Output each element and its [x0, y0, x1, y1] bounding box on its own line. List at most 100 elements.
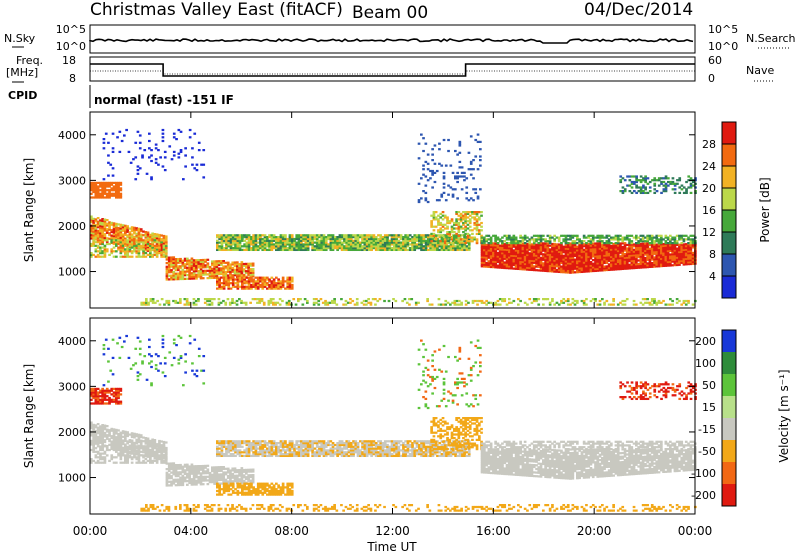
power-cell: [211, 260, 214, 263]
power-cell: [108, 237, 111, 240]
power-cell: [397, 234, 401, 237]
power-cell: [537, 265, 541, 268]
power-cell: [417, 182, 421, 185]
power-cell: [446, 218, 449, 221]
power-cell: [160, 250, 163, 254]
power-cell: [443, 242, 447, 245]
power-cell: [284, 241, 287, 244]
power-cell: [662, 188, 666, 191]
power-cell: [288, 237, 292, 241]
power-cell: [678, 238, 681, 241]
power-cell: [562, 269, 566, 272]
power-cell: [112, 181, 116, 185]
power-cell: [203, 298, 207, 301]
power-cell: [288, 276, 292, 279]
power-cell: [110, 250, 114, 253]
power-cell: [135, 244, 139, 247]
power-cell: [553, 252, 556, 255]
power-cell: [475, 227, 479, 230]
power-cell: [632, 243, 636, 246]
power-cell: [340, 245, 344, 248]
power-cell: [90, 231, 93, 235]
power-cell: [213, 267, 216, 270]
power-cell: [619, 257, 622, 260]
power-heatmap-cells: [90, 128, 697, 306]
power-cell: [260, 298, 264, 301]
power-cell: [413, 247, 417, 250]
velocity-cell: [117, 395, 120, 398]
power-cell: [551, 266, 554, 269]
power-cell: [397, 241, 401, 244]
power-cell: [483, 243, 486, 246]
power-cell: [242, 270, 246, 273]
velocity-cell: [90, 439, 93, 443]
power-cell: [596, 251, 600, 254]
power-cell: [222, 274, 225, 277]
power-cell: [90, 221, 93, 224]
power-cell: [96, 196, 100, 199]
power-cell: [462, 238, 465, 241]
power-cell: [682, 259, 686, 262]
power-cell: [356, 236, 360, 239]
power-cell: [218, 285, 221, 288]
power-cell: [117, 183, 120, 186]
power-cell: [678, 258, 681, 261]
velocity-cell: [94, 429, 98, 433]
velocity-cell: [110, 435, 114, 438]
power-cell: [402, 245, 405, 248]
power-cell: [485, 252, 488, 256]
power-cell: [252, 237, 255, 241]
power-cell: [285, 301, 289, 304]
power-cell: [691, 246, 695, 249]
velocity-cell: [126, 445, 129, 449]
velocity-cell: [121, 435, 125, 438]
power-cell: [263, 248, 267, 252]
power-cell: [331, 234, 335, 237]
velocity-cell: [115, 430, 118, 433]
power-cell: [678, 263, 681, 266]
power-cell: [485, 251, 488, 254]
power-cell: [272, 280, 276, 283]
power-cell: [485, 247, 488, 250]
power-cell: [437, 223, 440, 226]
power-cell: [492, 246, 495, 249]
power-cell: [557, 252, 561, 255]
power-cell: [112, 246, 116, 249]
power-cell: [684, 299, 688, 303]
power-cell: [406, 234, 410, 237]
power-cell: [110, 241, 114, 244]
power-cell: [278, 303, 282, 306]
power-cell: [462, 214, 465, 217]
power-cell: [336, 236, 339, 239]
power-cell: [164, 235, 168, 238]
power-cell: [623, 256, 627, 259]
power-cell: [512, 252, 516, 256]
power-cell: [220, 243, 224, 246]
power-cell: [181, 272, 185, 275]
power-cell: [103, 236, 107, 239]
power-cell: [442, 248, 446, 252]
power-cell: [138, 147, 142, 150]
power-cell: [240, 270, 244, 273]
power-cell: [662, 257, 665, 260]
power-cell: [101, 239, 104, 242]
velocity-cell: [101, 429, 104, 432]
power-cell: [489, 238, 493, 241]
power-cell: [137, 233, 141, 236]
power-cell: [359, 243, 362, 246]
power-cell: [639, 255, 643, 258]
power-cell: [238, 266, 241, 269]
power-cell: [487, 301, 491, 304]
power-cell: [142, 253, 145, 257]
velocity-cell: [117, 389, 120, 392]
power-cell: [96, 229, 100, 233]
power-cell: [226, 274, 230, 277]
power-cell: [678, 247, 681, 250]
power-cell: [660, 180, 663, 184]
power-cell: [266, 245, 269, 248]
power-cell: [514, 256, 518, 259]
power-cell: [426, 179, 430, 182]
power-cell: [294, 303, 298, 306]
power-cell: [612, 268, 615, 271]
power-cell: [181, 268, 185, 271]
